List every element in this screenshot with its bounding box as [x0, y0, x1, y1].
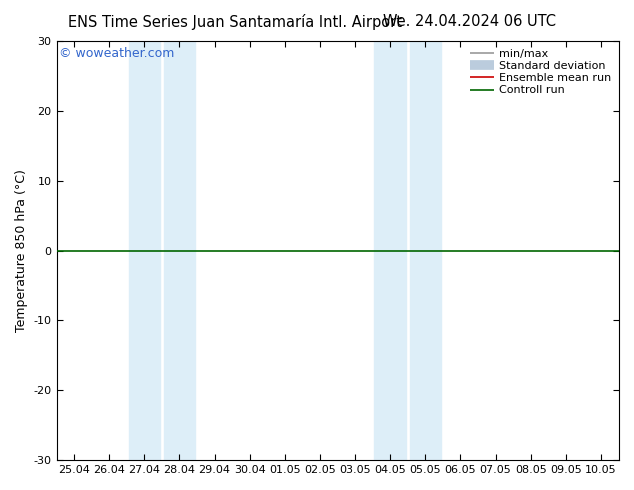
Text: ENS Time Series Juan Santamaría Intl. Airport: ENS Time Series Juan Santamaría Intl. Ai… [68, 14, 401, 30]
Legend: min/max, Standard deviation, Ensemble mean run, Controll run: min/max, Standard deviation, Ensemble me… [467, 47, 613, 98]
Y-axis label: Temperature 850 hPa (°C): Temperature 850 hPa (°C) [15, 169, 28, 332]
Bar [410, 41, 441, 460]
Text: We. 24.04.2024 06 UTC: We. 24.04.2024 06 UTC [383, 14, 555, 29]
Bar [375, 41, 406, 460]
Bar [164, 41, 195, 460]
Bar [129, 41, 160, 460]
Text: © woweather.com: © woweather.com [60, 48, 175, 60]
